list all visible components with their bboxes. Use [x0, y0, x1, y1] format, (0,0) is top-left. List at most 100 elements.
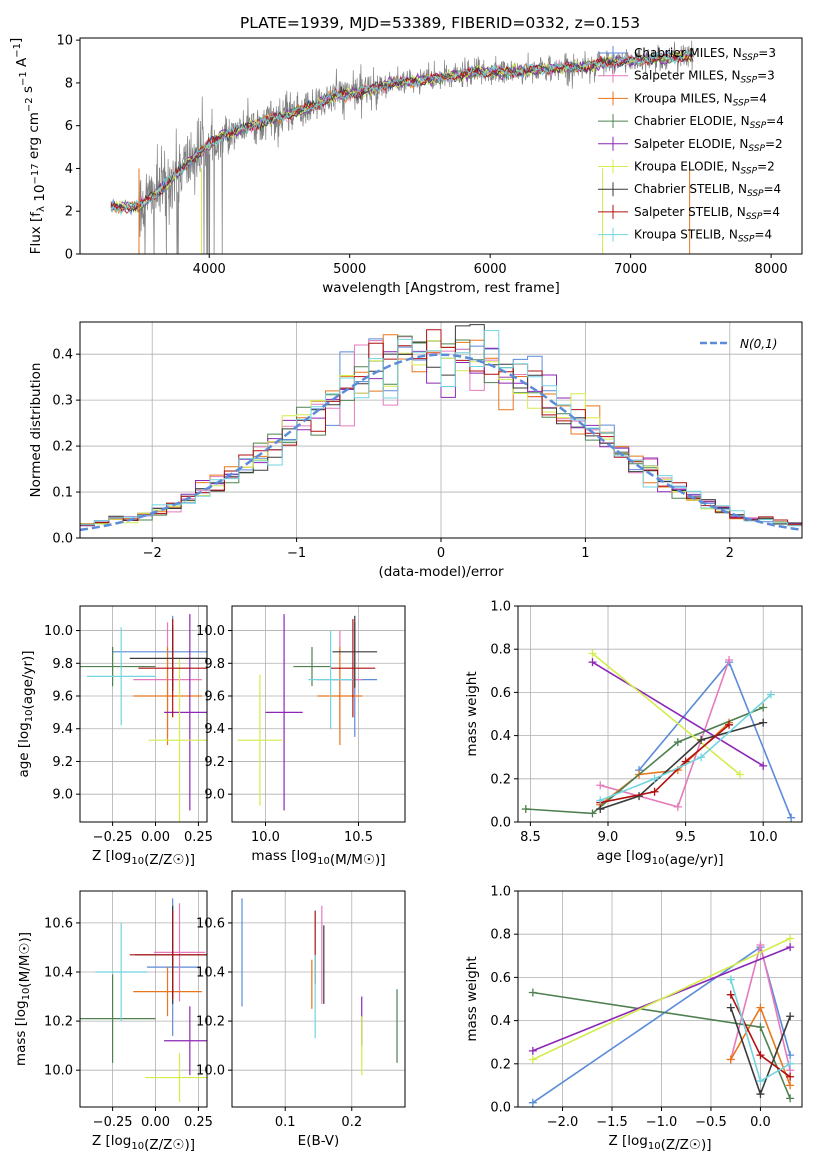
model-spectrum — [110, 50, 694, 216]
y-tick-label: 0.8 — [490, 643, 511, 658]
x-tick-label: 8.5 — [520, 830, 541, 845]
errorbar-point — [293, 646, 331, 687]
legend-subscript: SSP — [746, 212, 763, 222]
legend-text: Chabrier ELODIE, N — [634, 114, 750, 128]
errorbar-point — [138, 619, 207, 718]
y-tick-label: 9.0 — [204, 788, 225, 803]
weight-marker — [759, 703, 768, 712]
weight-marker — [756, 941, 765, 949]
y-tick-label: 9.2 — [52, 755, 73, 770]
weight-line — [525, 706, 764, 815]
errorbar-point — [86, 627, 156, 726]
weight-line — [638, 660, 792, 818]
x-tick-label: −2.0 — [547, 1115, 579, 1130]
x-tick-label: −1.0 — [646, 1115, 678, 1130]
y-tick-label: 0 — [65, 248, 73, 263]
y-tick-label: 9.8 — [52, 657, 73, 672]
label-part: mass weight — [464, 956, 480, 1041]
y-tick-label: 10.2 — [44, 1015, 73, 1030]
weight-line — [600, 724, 730, 804]
weight-line — [600, 721, 764, 810]
x-tick-label: 0.2 — [341, 1115, 362, 1130]
label-part: (M/M☉)] — [330, 852, 386, 868]
y-tick-label: 0.8 — [490, 928, 511, 943]
label-part: Z [ — [92, 1133, 111, 1149]
weight-marker — [756, 1023, 765, 1032]
model-spectrum — [110, 50, 694, 213]
y-tick-label: 0.4 — [490, 1014, 511, 1029]
x-tick-label: 0.1 — [275, 1115, 296, 1130]
x-axis-label: age [log10(age/yr)] — [596, 848, 723, 868]
y-axis-label: age [log10(age/yr)] — [16, 650, 36, 777]
label-part: log — [111, 848, 132, 864]
errorbar-point — [133, 646, 202, 746]
legend-subscript: SSP — [733, 98, 750, 108]
legend-text: Kroupa MILES, N — [634, 91, 733, 105]
x-tick-label: 10.0 — [749, 830, 778, 845]
label-subscript: 10 — [131, 856, 144, 867]
mass_vs_ebv-panel: 0.1 0.2 10.0 10.2 10.4 10.6 E(B-V) — [196, 890, 406, 1149]
x-axis-label: Z [log10(Z/Z☉)] — [92, 1133, 195, 1153]
age_vs_mass-plot-area — [237, 614, 378, 811]
x-tick-label: 0.25 — [184, 830, 213, 845]
weight-marker — [756, 1051, 765, 1060]
y-tick-label: 9.4 — [52, 722, 73, 737]
y-tick-label: 0.0 — [490, 1101, 511, 1116]
x-tick-label: −1.5 — [596, 1115, 628, 1130]
weight-marker — [726, 975, 735, 984]
y-tick-label: 9.6 — [204, 690, 225, 705]
label-part: ] — [8, 38, 24, 43]
y-tick-label: 9.6 — [52, 690, 73, 705]
errorbar-point — [330, 619, 376, 718]
legend-text: Kroupa STELIB, N — [634, 228, 738, 242]
weight-marker — [697, 735, 706, 744]
x-tick-label: 10.5 — [344, 830, 373, 845]
label-subscript: 10 — [21, 988, 32, 1001]
label-part: λ — [36, 206, 47, 212]
x-axis-label: Z [log10(Z/Z☉)] — [92, 848, 195, 868]
weight-marker — [766, 690, 775, 699]
x-tick-label: 10.0 — [251, 830, 280, 845]
x-tick-label: 0 — [437, 546, 445, 561]
model-spectrum — [110, 50, 694, 214]
y-tick-label: 0.1 — [52, 486, 73, 501]
x-tick-label: 1 — [581, 546, 589, 561]
legend-subscript: SSP — [741, 76, 758, 86]
y-tick-label: 10.4 — [44, 966, 73, 981]
errorbar-point — [80, 974, 156, 1063]
label-part: (data-model)/error — [378, 564, 504, 580]
y-tick-label: 0.2 — [490, 1057, 511, 1072]
x-axis-label: mass [log10(M/M☉)] — [251, 848, 385, 868]
errorbar-point — [164, 1006, 207, 1076]
weight-marker — [588, 649, 597, 658]
weight-marker — [650, 774, 659, 783]
errorbar-point — [265, 614, 303, 811]
x-tick-label: 0.00 — [141, 830, 170, 845]
legend-eq: =3 — [757, 69, 775, 83]
legend-subscript: SSP — [741, 167, 758, 177]
x-tick-label: 0.0 — [750, 1115, 771, 1130]
y-tick-label: 6 — [65, 119, 73, 134]
model-spectrum — [110, 49, 694, 214]
weight_vs_Z-panel: −2.0 −1.5 −1.0 −0.5 0.0 0.0 0.2 0.4 0.6 0.8 1.0 Z [… — [464, 885, 803, 1153]
label-part: mass [ — [13, 1021, 29, 1066]
label-part: (age/yr)] — [665, 852, 724, 868]
y-tick-label: 9.4 — [204, 722, 225, 737]
label-part: Z [ — [92, 848, 111, 864]
y-tick-label: 1.0 — [490, 600, 511, 615]
weight-marker — [786, 1012, 795, 1021]
weight-marker — [673, 738, 682, 747]
legend-label: Salpeter STELIB, NSSP=4 — [634, 205, 780, 222]
label-part: log — [627, 1133, 648, 1149]
label-part: age [ — [596, 848, 631, 864]
weight-marker — [650, 787, 659, 796]
weight-marker — [726, 990, 735, 999]
y-tick-label: 9.0 — [52, 788, 73, 803]
label-part: mass weight — [464, 671, 480, 756]
x-tick-label: 8000 — [755, 262, 788, 277]
legend-eq: =2 — [765, 137, 783, 151]
weight-marker — [528, 1046, 537, 1055]
legend-label: Chabrier STELIB, NSSP=4 — [634, 182, 781, 199]
